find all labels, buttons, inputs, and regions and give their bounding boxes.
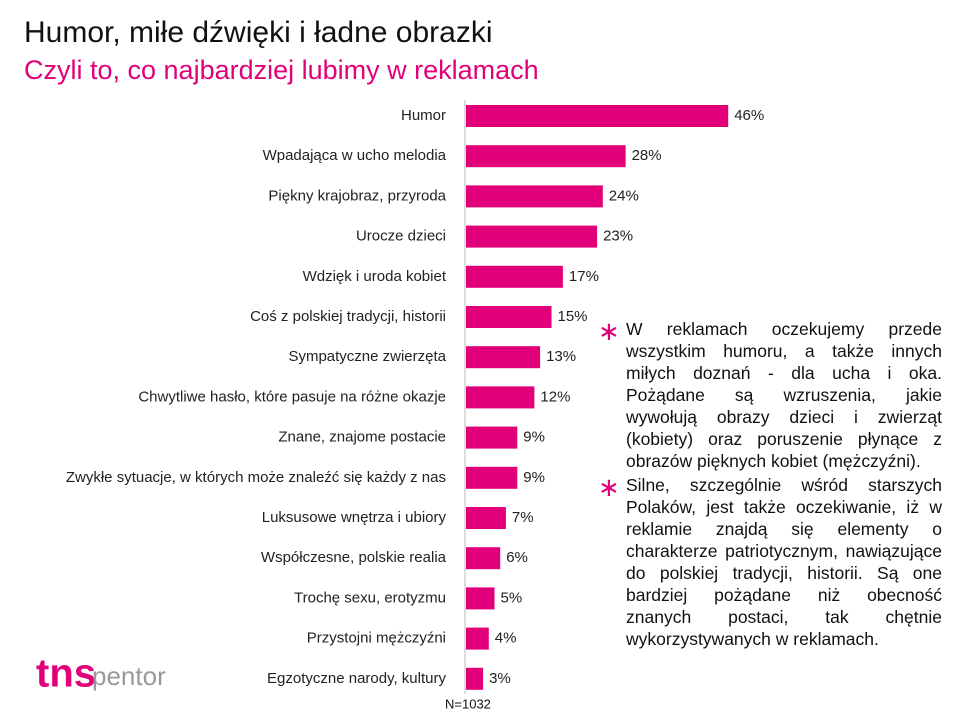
category-label: Piękny krajobraz, przyroda [268,187,446,204]
value-label: 15% [558,308,588,325]
bar [466,225,598,248]
note: ∗ Silne, szczególnie wśród starszych Pola… [598,474,942,650]
bar [466,386,535,409]
value-label: 9% [523,469,545,486]
value-label: 3% [489,670,511,687]
value-label: 46% [734,107,764,124]
bar [466,265,563,288]
sample-note: N=1032 [445,696,491,711]
chart-subtitle: Czyli to, co najbardziej lubimy w reklam… [24,55,539,85]
category-label: Wdzięk i uroda kobiet [303,268,447,285]
notes: ∗ W reklamach oczekujemy przede wszystkim… [598,318,942,652]
bullet: ∗ [598,472,620,502]
category-label: Sympatyczne zwierzęta [288,348,446,365]
bar [466,507,506,529]
bar [466,426,518,449]
value-label: 23% [603,228,633,245]
category-label: Humor [401,107,446,124]
logo-name: pentor [92,661,166,691]
bar [466,466,518,489]
category-label: Współczesne, polskie realia [261,549,447,566]
category-label: Trochę sexu, erotyzmu [294,589,446,606]
bar [466,667,484,690]
value-label: 9% [523,429,545,446]
category-label: Wpadająca w ucho melodia [263,147,447,164]
note: ∗ W reklamach oczekujemy przede wszystkim… [598,318,942,472]
bullet: ∗ [598,316,620,346]
bar [466,145,626,168]
value-label: 12% [540,388,570,405]
bar [466,346,541,369]
bar [466,547,501,570]
category-label: Zwykłe sytuacje, w których może znaleźć … [66,469,446,486]
category-label: Luksusowe wnętrza i ubiory [262,509,447,526]
category-label: Przystojni mężczyźni [307,630,446,647]
value-label: 28% [632,147,662,164]
value-label: 5% [501,589,523,606]
logo-brand: tns [36,652,96,696]
value-label: 17% [569,268,599,285]
category-label: Chwytliwe hasło, które pasuje na różne o… [138,388,446,405]
value-label: 6% [506,549,528,566]
value-label: 24% [609,187,639,204]
bar [466,627,489,650]
category-label: Egzotyczne narody, kultury [267,670,446,687]
bar [466,185,603,208]
category-label: Coś z polskiej tradycji, historii [250,308,446,325]
category-label: Znane, znajome postacie [278,429,446,446]
value-label: 4% [495,630,517,647]
bar [466,587,495,610]
note-text: W reklamach oczekujemy przede wszystkim … [626,319,942,471]
value-label: 13% [546,348,576,365]
chart-title: Humor, miłe dźwięki i ładne obrazki [24,16,493,49]
note-text: Silne, szczególnie wśród starszych Polak… [626,475,942,649]
bar [466,105,729,127]
value-label: 7% [512,509,534,526]
bar [466,306,552,328]
category-label: Urocze dzieci [356,228,446,245]
